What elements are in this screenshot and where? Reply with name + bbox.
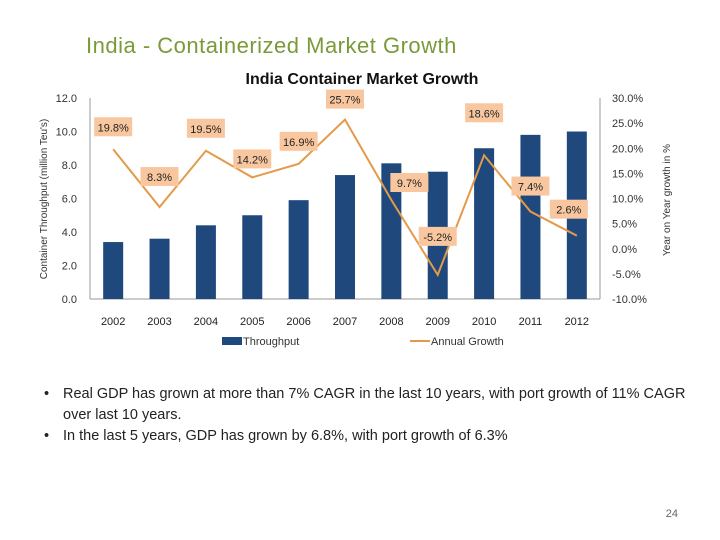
- bullet-item: • In the last 5 years, GDP has grown by 6…: [44, 426, 694, 447]
- y2-tick-label: -10.0%: [612, 294, 647, 306]
- x-tick-label: 2007: [333, 316, 357, 328]
- x-tick-label: 2004: [194, 316, 218, 328]
- y2-tick-label: 15.0%: [612, 168, 643, 180]
- x-tick-label: 2003: [147, 316, 171, 328]
- y2-tick-label: 25.0%: [612, 118, 643, 130]
- chart-title: India Container Market Growth: [246, 71, 479, 88]
- data-label-bg: [326, 89, 364, 109]
- growth-line: [112, 118, 578, 278]
- data-label-bg: [279, 131, 318, 151]
- bar-2010: [474, 148, 495, 299]
- data-label-bg: [140, 167, 179, 187]
- data-label-bg: [233, 149, 272, 169]
- y2-axis-label: Year on Year growth in %: [662, 144, 673, 256]
- data-label-bg: [94, 117, 133, 137]
- x-tick-label: 2006: [286, 316, 310, 328]
- data-label-2005: 14.2%: [237, 154, 268, 166]
- chart: India Container Market Growth 0.0 2.0 4.0 6.…: [39, 71, 673, 348]
- y-tick-label: 2.0: [62, 261, 77, 273]
- legend-throughput-label: Throughput: [243, 336, 299, 348]
- data-label-bg: [511, 176, 550, 196]
- y2-tick-label: 30.0%: [612, 93, 643, 105]
- bullet-item: • Real GDP has grown at more than 7% CAGR…: [44, 384, 694, 426]
- y2-tick-label: 5.0%: [612, 219, 637, 231]
- legend-growth-label: Annual Growth: [431, 336, 504, 348]
- x-tick-label: 2012: [565, 316, 589, 328]
- x-tick-label: 2005: [240, 316, 264, 328]
- bar-2006: [288, 200, 309, 299]
- data-label-2011: 7.4%: [518, 182, 543, 194]
- slide-title: India - Containerized Market Growth: [86, 33, 457, 58]
- bullet-text: In the last 5 years, GDP has grown by 6.…: [63, 428, 508, 444]
- y-tick-label: 4.0: [62, 227, 77, 239]
- bar-2004: [195, 225, 216, 299]
- x-tick-label: 2009: [425, 316, 449, 328]
- data-label-bg: [390, 173, 429, 193]
- data-label-2012: 2.6%: [556, 205, 581, 217]
- data-label-2003: 8.3%: [147, 172, 172, 184]
- y-tick-label: 0.0: [62, 294, 77, 306]
- y-axis-label: Container Throughput (million Teu's): [39, 119, 50, 280]
- data-label-2004: 19.5%: [190, 124, 221, 136]
- data-label-2008: 9.7%: [397, 178, 422, 190]
- y2-tick-label: 0.0%: [612, 244, 637, 256]
- data-label-bg: [418, 226, 457, 246]
- bar-2005: [242, 215, 263, 299]
- data-label-bg: [186, 118, 225, 138]
- data-label-2006: 16.9%: [283, 137, 314, 149]
- data-label-bg: [465, 103, 504, 123]
- data-label-2007: 25.7%: [329, 95, 360, 107]
- bar-2008: [381, 163, 402, 299]
- y-tick-label: 12.0: [56, 93, 77, 105]
- legend-throughput-swatch: [222, 337, 242, 345]
- y2-tick-label: 10.0%: [612, 194, 643, 206]
- bullet-text: Real GDP has grown at more than 7% CAGR …: [63, 386, 686, 423]
- data-label-2010: 18.6%: [468, 108, 499, 120]
- x-tick-label: 2011: [519, 316, 543, 328]
- y2-tick-label: -5.0%: [612, 269, 641, 281]
- x-tick-label: 2010: [472, 316, 496, 328]
- bar-2007: [335, 175, 355, 299]
- x-tick-label: 2008: [379, 316, 403, 328]
- bar-2011: [520, 134, 541, 299]
- bar-2002: [103, 242, 124, 299]
- bar-2003: [149, 238, 170, 299]
- page-number: 24: [665, 508, 678, 520]
- x-tick-label: 2002: [101, 316, 125, 328]
- y-tick-label: 8.0: [62, 160, 77, 172]
- data-label-bg: [549, 199, 588, 219]
- data-label-2009: -5.2%: [423, 232, 452, 244]
- data-label-2002: 19.8%: [98, 122, 129, 134]
- y-tick-label: 10.0: [56, 127, 77, 139]
- y2-tick-label: 20.0%: [612, 143, 643, 155]
- bullet-list: • Real GDP has grown at more than 7% CAGR…: [44, 384, 694, 447]
- y-tick-label: 6.0: [62, 194, 77, 206]
